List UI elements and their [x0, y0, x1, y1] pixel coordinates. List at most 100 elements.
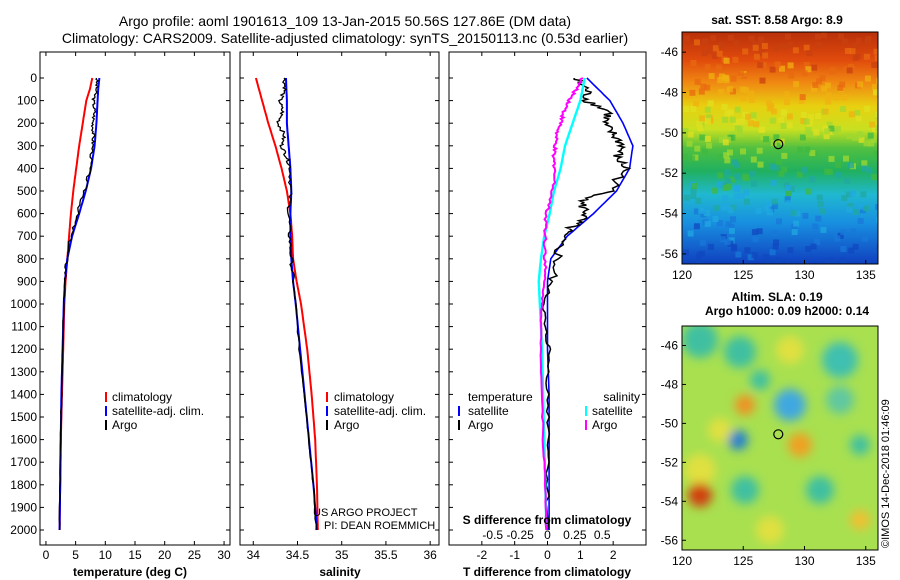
- depth-tick-label: 1400: [10, 387, 37, 401]
- sst-map: [682, 32, 878, 264]
- difference-profile-lines: [537, 77, 634, 531]
- x-tick-label: 5: [72, 548, 79, 562]
- tdiff-xlabel: T difference from climatology: [463, 565, 631, 579]
- sst-map-ticks: 120 125 130 135 -46 -48 -50 -52 -54 -56: [661, 45, 876, 282]
- sdiff-tick-label: 0: [544, 528, 551, 542]
- figure-title-line1: Argo profile: aoml 1901613_109 13-Jan-20…: [119, 13, 571, 29]
- series-line-argo: [58, 77, 100, 531]
- map-lat-tick: -46: [661, 45, 679, 59]
- x-tick-label: 35.5: [374, 548, 398, 562]
- x-tick-label: 15: [128, 548, 142, 562]
- legend-satellite-adj-s: satellite-adj. clim.: [334, 404, 426, 418]
- series-line-climatology: [254, 77, 319, 531]
- legend-argo-s: Argo: [334, 418, 360, 432]
- credit-project: US ARGO PROJECT: [313, 507, 418, 519]
- map-lat-tick: -56: [661, 247, 679, 261]
- x-tick-label: 35: [335, 548, 349, 562]
- map-lon-tick: 130: [794, 554, 814, 568]
- sdiff-tick-label: -0.5: [482, 528, 503, 542]
- depth-tick-label: 800: [17, 252, 37, 266]
- difference-legend: temperature satellite Argo salinity sate…: [458, 390, 640, 432]
- legend-temp-satellite: satellite: [468, 404, 509, 418]
- sla-argo-position-marker: [773, 429, 784, 440]
- depth-tick-label: 500: [17, 184, 37, 198]
- map-lon-tick: 135: [856, 268, 876, 282]
- series-line-salinity-argo: [539, 77, 584, 531]
- x-tick-label: 1: [577, 548, 584, 562]
- map-lat-tick: -54: [661, 207, 679, 221]
- salinity-panel-frame: [239, 51, 440, 546]
- sla-map: [682, 326, 878, 550]
- sst-map-title: sat. SST: 8.58 Argo: 8.9: [711, 13, 843, 27]
- legend-sal-satellite: satellite: [592, 404, 633, 418]
- legend-argo: Argo: [112, 418, 138, 432]
- sdiff-tick-label: 0.25: [563, 528, 587, 542]
- sdiff-tick-label: 0.5: [594, 528, 611, 542]
- difference-axis-ticks: -2 -1 0 1 2 -0.5 -0.25 0 0.25 0.5: [476, 52, 617, 562]
- sdiff-xlabel: S difference from climatology: [463, 513, 632, 527]
- map-lon-tick: 125: [733, 268, 753, 282]
- figure-title-line2: Climatology: CARS2009. Satellite-adjuste…: [62, 30, 628, 46]
- map-lat-tick: -56: [661, 533, 679, 547]
- depth-tick-label: 200: [17, 116, 37, 130]
- temperature-xlabel: temperature (deg C): [73, 565, 187, 579]
- sla-map-frame: [681, 325, 879, 551]
- sla-map-title: Altim. SLA: 0.19: [731, 290, 823, 304]
- series-line-temperature-argo: [541, 77, 632, 531]
- map-lon-tick: 125: [733, 554, 753, 568]
- map-lat-tick: -48: [661, 377, 679, 391]
- map-lat-tick: -46: [661, 338, 679, 352]
- legend-climatology-s: climatology: [334, 390, 394, 404]
- depth-tick-label: 900: [17, 274, 37, 288]
- salinity-profile-lines: [254, 77, 319, 531]
- map-lon-tick: 120: [672, 268, 692, 282]
- depth-tick-label: 1300: [10, 365, 37, 379]
- x-tick-label: 0: [43, 548, 50, 562]
- temperature-axis-ticks: 0 5 10 15 20 25 30: [43, 52, 231, 562]
- x-tick-label: 30: [217, 548, 231, 562]
- depth-tick-label: 1500: [10, 410, 37, 424]
- depth-tick-label: 1200: [10, 342, 37, 356]
- salinity-axis-ticks: 34 34.5 35 35.5 36: [247, 52, 437, 562]
- x-tick-label: 34: [247, 548, 261, 562]
- x-tick-label: 25: [188, 548, 202, 562]
- depth-tick-label: 100: [17, 94, 37, 108]
- x-tick-label: 20: [158, 548, 172, 562]
- credit-pi: PI: DEAN ROEMMICH: [324, 520, 435, 532]
- depth-tick-label: 600: [17, 207, 37, 221]
- legend-temp-title: temperature: [468, 390, 533, 404]
- temperature-profile-lines: [58, 77, 101, 531]
- salinity-legend: climatology satellite-adj. clim. Argo: [326, 390, 426, 432]
- series-line-temperature-satellite: [546, 77, 634, 530]
- x-tick-label: -2: [476, 548, 487, 562]
- depth-tick-label: 0: [30, 71, 37, 85]
- map-lat-tick: -50: [661, 416, 679, 430]
- depth-tick-label: 1700: [10, 455, 37, 469]
- map-lat-tick: -54: [661, 494, 679, 508]
- sdiff-tick-label: -0.25: [506, 528, 534, 542]
- legend-climatology: climatology: [112, 390, 172, 404]
- legend-satellite-adj: satellite-adj. clim.: [112, 404, 204, 418]
- sla-map-subtitle: Argo h1000: 0.09 h2000: 0.14: [705, 304, 869, 318]
- temperature-panel-frame: [39, 51, 231, 546]
- x-tick-label: 36: [423, 548, 437, 562]
- imos-watermark: ©IMOS 14-Dec-2018 01:46:09: [880, 399, 892, 548]
- map-lat-tick: -52: [661, 166, 679, 180]
- depth-tick-label: 700: [17, 229, 37, 243]
- x-tick-label: 10: [99, 548, 113, 562]
- salinity-xlabel: salinity: [319, 565, 361, 579]
- sst-map-frame: [681, 31, 879, 265]
- map-lat-tick: -52: [661, 455, 679, 469]
- map-lat-tick: -50: [661, 126, 679, 140]
- sla-map-ticks: 120 125 130 135 -46 -48 -50 -52 -54 -56: [661, 338, 876, 568]
- depth-axis: 0 100 200 300 400 500 600 700 800 900 1000 1100 1200…: [10, 71, 646, 537]
- legend-sal-title: salinity: [603, 390, 640, 404]
- temperature-legend: climatology satellite-adj. clim. Argo: [105, 390, 204, 432]
- depth-tick-label: 2000: [10, 523, 37, 537]
- x-tick-label: 34.5: [286, 548, 310, 562]
- x-tick-label: 0: [544, 548, 551, 562]
- depth-tick-label: 1000: [10, 297, 37, 311]
- depth-tick-label: 1800: [10, 478, 37, 492]
- map-lon-tick: 120: [672, 554, 692, 568]
